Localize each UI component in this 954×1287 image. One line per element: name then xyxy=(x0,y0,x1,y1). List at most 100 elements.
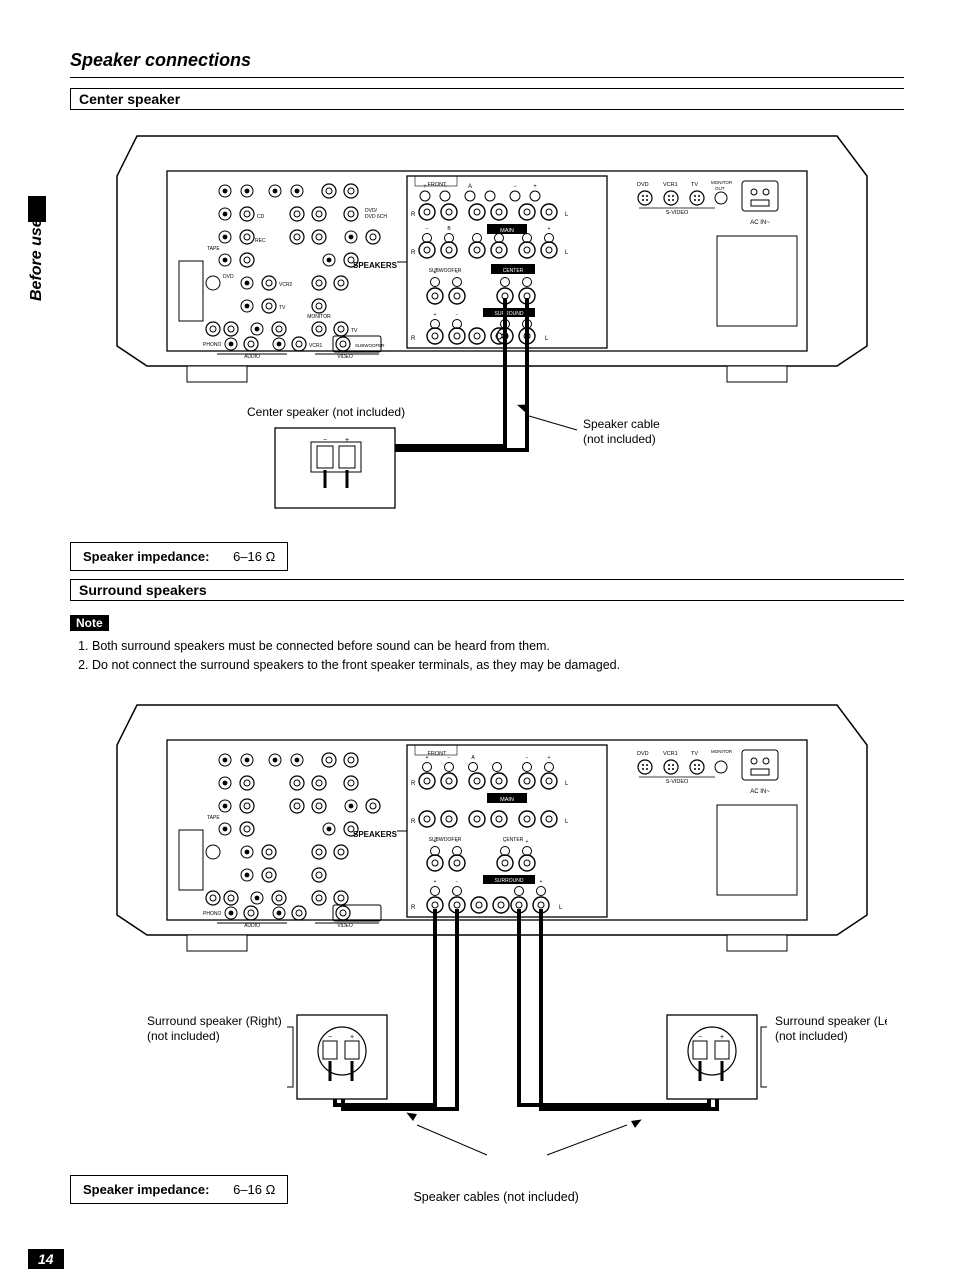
svg-text:SPEAKERS: SPEAKERS xyxy=(353,261,398,270)
svg-text:−: − xyxy=(443,184,447,190)
svg-text:+: + xyxy=(434,270,437,276)
svg-text:PHONO: PHONO xyxy=(203,911,221,917)
note-1: Both surround speakers must be connected… xyxy=(92,637,904,656)
surround-cables xyxy=(335,909,717,1155)
svg-text:VCR1: VCR1 xyxy=(309,343,323,349)
svg-text:R: R xyxy=(411,336,416,342)
svg-text:TAPE: TAPE xyxy=(207,246,220,252)
svg-text:OUT: OUT xyxy=(715,186,725,191)
svg-text:−: − xyxy=(698,1034,702,1041)
svg-text:−: − xyxy=(504,839,507,845)
svg-text:R: R xyxy=(411,819,416,825)
svg-text:MONITOR: MONITOR xyxy=(711,180,733,185)
page-number: 14 xyxy=(28,1249,64,1269)
cable-label-1: Speaker cable xyxy=(583,417,660,431)
center-diagram-svg: AC IN~ xyxy=(97,116,877,536)
svg-text:R: R xyxy=(411,905,416,911)
svg-text:+: + xyxy=(423,184,427,190)
svg-text:TV: TV xyxy=(279,305,286,311)
svg-text:−: − xyxy=(448,755,451,761)
surround-diagram-svg: TAPE PHONO AUDIO VIDEO SPEAKERS FRONT R … xyxy=(87,685,887,1165)
svg-text:R: R xyxy=(411,212,416,218)
page-title: Speaker connections xyxy=(70,50,904,71)
svg-text:+: + xyxy=(548,226,551,232)
surround-speaker-left: − + Surround speaker (Left) (not include… xyxy=(667,1014,887,1099)
svg-text:DVD: DVD xyxy=(637,751,649,757)
svg-text:(not included): (not included) xyxy=(147,1029,220,1043)
svg-text:−: − xyxy=(513,184,517,190)
svg-text:+: + xyxy=(434,839,437,845)
section-heading-surround: Surround speakers xyxy=(70,579,904,601)
svg-text:TV: TV xyxy=(691,751,698,757)
svg-text:+: + xyxy=(345,437,349,444)
cables-caption: Speaker cables (not included) xyxy=(278,1190,714,1204)
svg-text:S-VIDEO: S-VIDEO xyxy=(666,779,689,785)
svg-text:PHONO: PHONO xyxy=(203,342,221,348)
svg-text:MONITOR: MONITOR xyxy=(711,749,733,754)
svg-text:MONITOR: MONITOR xyxy=(307,314,331,320)
svg-text:−: − xyxy=(456,312,459,318)
svg-text:DVD 6CH: DVD 6CH xyxy=(365,214,387,220)
svg-text:TV: TV xyxy=(351,328,358,334)
notes-list: Both surround speakers must be connected… xyxy=(70,637,904,675)
svg-text:DVD: DVD xyxy=(637,182,649,188)
svg-text:−: − xyxy=(328,1034,332,1041)
svg-text:+: + xyxy=(540,879,543,885)
svg-text:+: + xyxy=(434,312,437,318)
svg-text:−: − xyxy=(456,839,459,845)
svg-text:Surround speaker (Right): Surround speaker (Right) xyxy=(147,1014,282,1028)
svg-text:TV: TV xyxy=(691,182,698,188)
svg-text:Center speaker (not included): Center speaker (not included) xyxy=(247,405,405,419)
note-badge: Note xyxy=(70,615,109,631)
svg-text:−: − xyxy=(456,879,459,885)
svg-text:FRONT: FRONT xyxy=(428,751,448,757)
svg-text:S-VIDEO: S-VIDEO xyxy=(666,210,689,216)
svg-text:VCR1: VCR1 xyxy=(663,182,678,188)
svg-text:CD: CD xyxy=(257,214,265,220)
svg-text:+: + xyxy=(350,1034,354,1041)
svg-text:R: R xyxy=(411,781,416,787)
svg-text:MAIN: MAIN xyxy=(500,797,514,803)
svg-text:SURROUND: SURROUND xyxy=(495,311,524,317)
cable-label-2: (not included) xyxy=(583,432,656,446)
svg-text:+: + xyxy=(720,1034,724,1041)
svg-text:−: − xyxy=(426,226,429,232)
impedance-label-surround: Speaker impedance: xyxy=(83,1182,209,1197)
impedance-box-center: Speaker impedance: 6–16 Ω xyxy=(70,542,288,571)
side-tab: Before use xyxy=(28,200,54,320)
svg-text:+: + xyxy=(548,755,551,761)
svg-text:+: + xyxy=(426,755,429,761)
svg-text:A: A xyxy=(468,184,472,190)
svg-text:Surround speaker (Left): Surround speaker (Left) xyxy=(775,1014,887,1028)
svg-text:+: + xyxy=(526,270,529,276)
svg-text:VCR1: VCR1 xyxy=(663,751,678,757)
svg-text:DVD: DVD xyxy=(223,274,234,280)
section-heading-center: Center speaker xyxy=(70,88,904,110)
svg-text:VIDEO: VIDEO xyxy=(337,923,353,929)
note-2: Do not connect the surround speakers to … xyxy=(92,656,904,675)
impedance-value-center: 6–16 Ω xyxy=(233,549,275,564)
title-rule xyxy=(70,77,904,78)
impedance-label-center: Speaker impedance: xyxy=(83,549,209,564)
svg-text:+: + xyxy=(533,184,537,190)
surround-speaker-right: Surround speaker (Right) (not included) … xyxy=(147,1014,387,1099)
svg-text:MAIN: MAIN xyxy=(500,228,514,234)
svg-text:−: − xyxy=(504,270,507,276)
svg-text:SUBWOOFER: SUBWOOFER xyxy=(355,343,385,348)
svg-text:+: + xyxy=(526,839,529,845)
svg-text:+: + xyxy=(434,879,437,885)
svg-text:VCR2: VCR2 xyxy=(279,282,293,288)
center-diagram: AC IN~ xyxy=(70,116,904,536)
svg-text:SPEAKERS: SPEAKERS xyxy=(353,830,398,839)
impedance-box-surround: Speaker impedance: 6–16 Ω xyxy=(70,1175,288,1204)
svg-text:R: R xyxy=(411,250,416,256)
svg-text:AUDIO: AUDIO xyxy=(244,354,260,360)
surround-diagram: TAPE PHONO AUDIO VIDEO SPEAKERS FRONT R … xyxy=(70,685,904,1165)
svg-text:−: − xyxy=(456,270,459,276)
svg-text:AUDIO: AUDIO xyxy=(244,923,260,929)
svg-text:−: − xyxy=(518,879,521,885)
svg-text:VIDEO: VIDEO xyxy=(337,354,353,360)
svg-text:−: − xyxy=(526,755,529,761)
svg-text:(not included): (not included) xyxy=(775,1029,848,1043)
svg-text:TAPE: TAPE xyxy=(207,815,220,821)
